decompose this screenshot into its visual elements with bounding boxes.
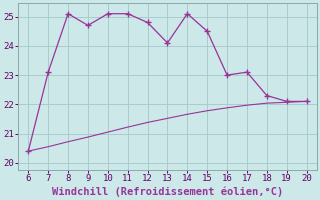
X-axis label: Windchill (Refroidissement éolien,°C): Windchill (Refroidissement éolien,°C) (52, 186, 283, 197)
